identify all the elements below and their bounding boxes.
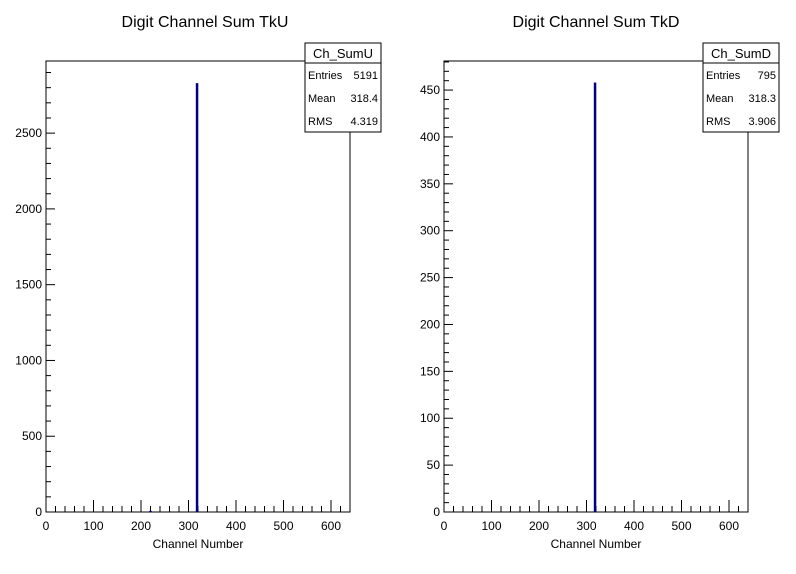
histogram-bar bbox=[195, 83, 199, 512]
y-tick-label: 300 bbox=[420, 224, 440, 238]
x-tick-label: 200 bbox=[131, 519, 151, 533]
x-tick-label: 100 bbox=[481, 519, 501, 533]
stats-row-label: Mean bbox=[308, 93, 336, 105]
x-axis-label: Channel Number bbox=[153, 537, 244, 551]
histogram-bar bbox=[149, 510, 152, 512]
x-tick-label: 400 bbox=[226, 519, 246, 533]
x-tick-label: 300 bbox=[178, 519, 198, 533]
stats-row-value: 318.4 bbox=[350, 93, 378, 105]
y-tick-label: 50 bbox=[427, 458, 441, 472]
y-tick-label: 200 bbox=[420, 317, 440, 331]
y-tick-label: 250 bbox=[420, 271, 440, 285]
x-tick-label: 300 bbox=[576, 519, 596, 533]
y-tick-label: 400 bbox=[420, 130, 440, 144]
stats-row-label: RMS bbox=[308, 116, 332, 128]
x-tick-label: 500 bbox=[671, 519, 691, 533]
stats-row-value: 3.906 bbox=[748, 116, 776, 128]
stats-row-label: Entries bbox=[308, 70, 343, 82]
stats-box-name: Ch_SumD bbox=[711, 46, 771, 61]
x-tick-label: 200 bbox=[529, 519, 549, 533]
y-tick-label: 500 bbox=[22, 429, 42, 443]
y-tick-label: 0 bbox=[35, 505, 42, 519]
x-tick-label: 0 bbox=[441, 519, 448, 533]
y-tick-label: 150 bbox=[420, 364, 440, 378]
x-axis-label: Channel Number bbox=[551, 537, 642, 551]
stats-row-value: 318.3 bbox=[748, 93, 776, 105]
histogram-bar bbox=[593, 82, 597, 512]
histogram-panel-1: Digit Channel Sum TkU 0 100 200 300 400 500 600… bbox=[15, 14, 382, 551]
stats-row-label: RMS bbox=[706, 116, 730, 128]
y-tick-label: 2000 bbox=[15, 202, 42, 216]
y-tick-label: 450 bbox=[420, 83, 440, 97]
x-tick-label: 600 bbox=[719, 519, 739, 533]
stats-box-frame bbox=[304, 42, 382, 133]
stats-row-label: Mean bbox=[706, 93, 734, 105]
y-tick-label: 2500 bbox=[15, 126, 42, 140]
stats-row-label: Entries bbox=[706, 70, 741, 82]
y-tick-label: 350 bbox=[420, 177, 440, 191]
y-tick-label: 100 bbox=[420, 411, 440, 425]
x-tick-label: 600 bbox=[321, 519, 341, 533]
stats-box-name: Ch_SumU bbox=[313, 46, 373, 61]
chart-title: Digit Channel Sum TkD bbox=[513, 14, 680, 31]
stats-box-frame bbox=[702, 42, 780, 133]
x-tick-label: 100 bbox=[83, 519, 103, 533]
chart-title: Digit Channel Sum TkU bbox=[122, 14, 289, 31]
stats-row-value: 5191 bbox=[354, 70, 378, 82]
x-tick-label: 0 bbox=[43, 519, 50, 533]
y-tick-label: 1000 bbox=[15, 353, 42, 367]
stats-row-value: 795 bbox=[758, 70, 776, 82]
x-tick-label: 500 bbox=[273, 519, 293, 533]
x-tick-label: 400 bbox=[624, 519, 644, 533]
stats-box: Ch_SumU Entries 5191 Mean 318.4 RMS 4.319 bbox=[304, 42, 382, 133]
stats-box: Ch_SumD Entries 795 Mean 318.3 RMS 3.906 bbox=[702, 42, 780, 133]
y-tick-label: 1500 bbox=[15, 278, 42, 292]
y-tick-label: 0 bbox=[433, 505, 440, 519]
stats-row-value: 4.319 bbox=[350, 116, 378, 128]
